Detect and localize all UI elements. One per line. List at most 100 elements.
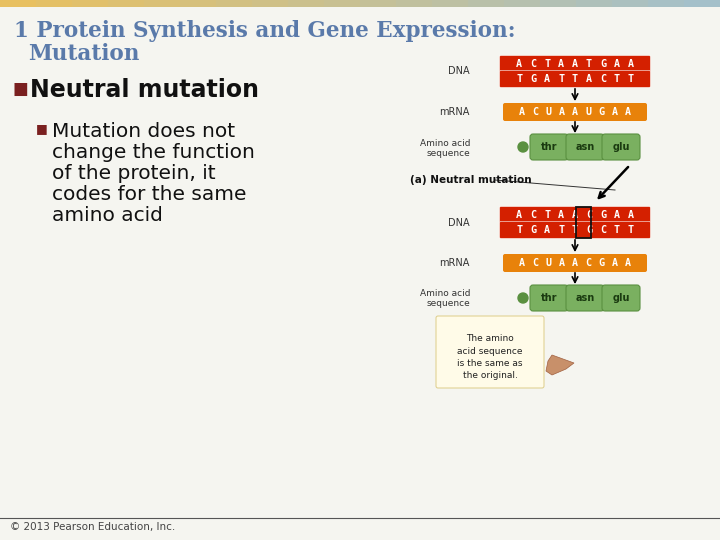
Polygon shape (546, 355, 574, 375)
Text: G: G (600, 59, 606, 69)
Bar (324, 0, 361, 7)
Text: thr: thr (541, 293, 557, 303)
Text: C: C (530, 210, 536, 220)
FancyBboxPatch shape (503, 254, 647, 272)
Bar (612, 0, 649, 7)
Text: T: T (572, 74, 578, 84)
Text: C: C (600, 225, 606, 235)
Text: A: A (558, 210, 564, 220)
Text: A: A (628, 59, 634, 69)
Bar (432, 0, 469, 7)
FancyBboxPatch shape (602, 134, 640, 160)
Text: T: T (558, 74, 564, 84)
Text: A: A (628, 210, 634, 220)
Text: G: G (600, 210, 606, 220)
Text: G: G (598, 258, 605, 268)
Text: sequence: sequence (426, 300, 470, 308)
Text: U: U (546, 258, 552, 268)
FancyBboxPatch shape (503, 103, 647, 121)
Text: mRNA: mRNA (440, 258, 470, 268)
Text: A: A (519, 107, 525, 117)
Bar (648, 0, 685, 7)
Text: A: A (586, 74, 592, 84)
FancyBboxPatch shape (566, 285, 604, 311)
Text: Amino acid: Amino acid (420, 289, 470, 299)
Text: C: C (530, 59, 536, 69)
Bar (72, 0, 109, 7)
Text: thr: thr (541, 142, 557, 152)
Text: of the protein, it: of the protein, it (52, 164, 215, 183)
Text: A: A (612, 107, 618, 117)
Text: DNA: DNA (449, 218, 470, 227)
Text: T: T (586, 59, 592, 69)
Text: G: G (530, 225, 536, 235)
Bar (0, 0, 37, 7)
FancyBboxPatch shape (500, 56, 650, 72)
Text: T: T (516, 74, 522, 84)
Text: A: A (544, 225, 550, 235)
Text: T: T (628, 74, 634, 84)
Text: A: A (625, 107, 631, 117)
Bar (36, 0, 73, 7)
Text: T: T (516, 225, 522, 235)
Text: A: A (614, 210, 620, 220)
Text: The amino
acid sequence
is the same as
the original.: The amino acid sequence is the same as t… (457, 334, 523, 381)
Ellipse shape (518, 293, 528, 303)
Bar (396, 0, 433, 7)
Text: A: A (572, 210, 578, 220)
Text: A: A (558, 59, 564, 69)
Text: ■: ■ (36, 122, 48, 135)
Text: A: A (516, 59, 522, 69)
FancyBboxPatch shape (500, 221, 650, 239)
Bar (468, 0, 505, 7)
Bar (684, 0, 720, 7)
Text: T: T (614, 225, 620, 235)
Text: mRNA: mRNA (440, 107, 470, 117)
Text: codes for the same: codes for the same (52, 185, 246, 204)
Bar (252, 0, 289, 7)
Text: ■: ■ (12, 80, 28, 98)
FancyBboxPatch shape (500, 71, 650, 87)
Text: A: A (572, 107, 578, 117)
Text: T: T (544, 59, 550, 69)
Text: glu: glu (612, 142, 630, 152)
Ellipse shape (518, 142, 528, 152)
Text: C: C (600, 74, 606, 84)
Text: C: C (532, 258, 539, 268)
Text: T: T (628, 225, 634, 235)
Text: change the function: change the function (52, 143, 255, 162)
Text: C: C (585, 258, 591, 268)
Text: C: C (532, 107, 539, 117)
Bar (108, 0, 145, 7)
Text: Mutation does not: Mutation does not (52, 122, 235, 141)
Bar (216, 0, 253, 7)
Bar (144, 0, 181, 7)
Text: A: A (612, 258, 618, 268)
Text: A: A (614, 59, 620, 69)
Text: A: A (544, 74, 550, 84)
Bar (504, 0, 541, 7)
Text: A: A (625, 258, 631, 268)
Text: C: C (586, 210, 592, 220)
Text: Mutation: Mutation (28, 43, 140, 65)
Text: T: T (558, 225, 564, 235)
Text: Amino acid: Amino acid (420, 138, 470, 147)
Text: A: A (572, 59, 578, 69)
Text: G: G (530, 74, 536, 84)
Bar (576, 207, 591, 238)
Text: A: A (519, 258, 525, 268)
Text: G: G (598, 107, 605, 117)
Bar (180, 0, 217, 7)
FancyBboxPatch shape (566, 134, 604, 160)
Text: A: A (516, 210, 522, 220)
Text: A: A (559, 107, 564, 117)
Text: (a) Neutral mutation: (a) Neutral mutation (410, 175, 531, 185)
Bar (288, 0, 325, 7)
Text: amino acid: amino acid (52, 206, 163, 225)
FancyBboxPatch shape (530, 285, 568, 311)
Text: A: A (572, 258, 578, 268)
Text: glu: glu (612, 293, 630, 303)
Bar (360, 0, 397, 7)
FancyBboxPatch shape (500, 206, 650, 224)
Bar (576, 0, 613, 7)
